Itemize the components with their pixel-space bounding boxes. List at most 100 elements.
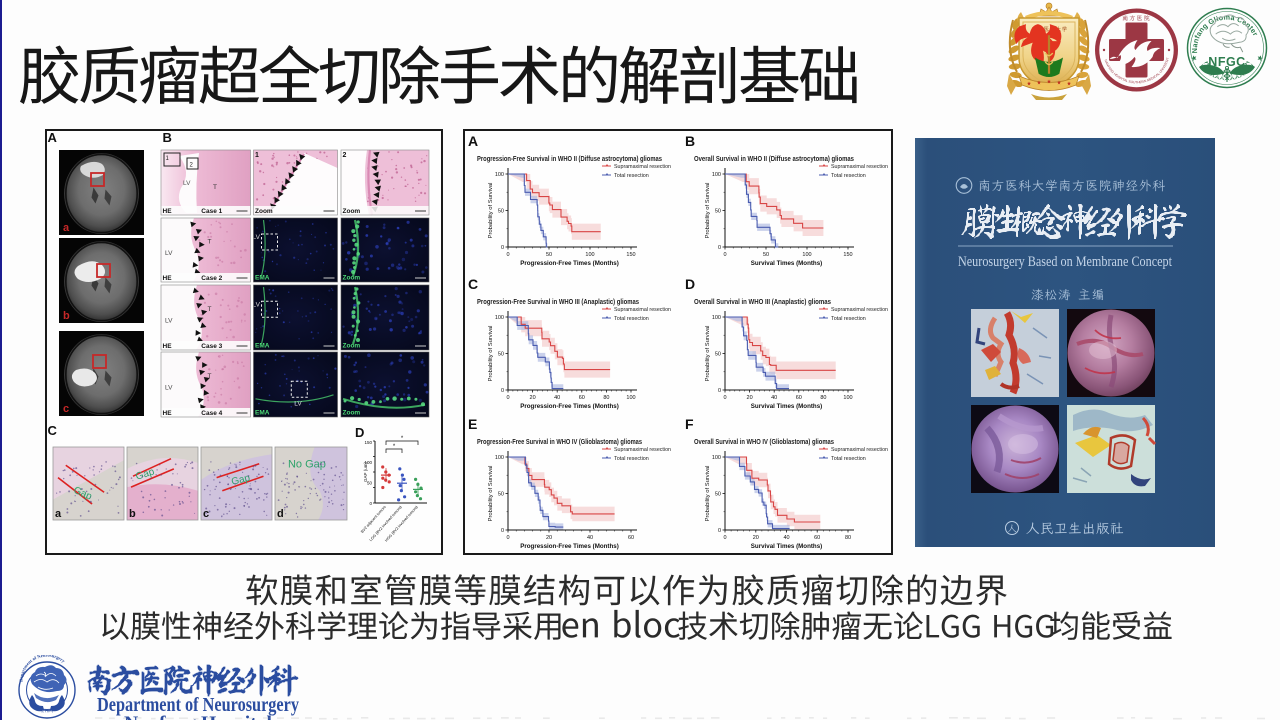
svg-text:50: 50 [715,352,721,358]
svg-text:Supramaximal resection: Supramaximal resection [614,447,671,453]
svg-text:50: 50 [715,492,721,498]
svg-text:Progression-Free Survival in W: Progression-Free Survival in WHO III (An… [477,297,639,306]
svg-text:Supramaximal resection: Supramaximal resection [831,164,888,170]
svg-text:T: T [213,184,217,191]
svg-text:No Gap: No Gap [288,458,326,470]
svg-text:40: 40 [587,535,593,541]
svg-text:Supramaximal resection: Supramaximal resection [614,164,671,170]
svg-text:LV: LV [183,180,191,187]
svg-text:50: 50 [498,209,504,215]
svg-text:50: 50 [367,481,373,486]
svg-text:T: T [208,239,212,246]
svg-text:100: 100 [626,395,635,401]
svg-text:Zoom: Zoom [343,410,361,417]
svg-text:2: 2 [190,163,194,169]
svg-text:Nanfang Hospital: Nanfang Hospital [124,713,272,720]
svg-text:60: 60 [814,535,820,541]
svg-text:80: 80 [603,395,609,401]
svg-text:100: 100 [712,172,721,178]
svg-text:Probability of Survival: Probability of Survival [705,183,711,239]
svg-text:b: b [129,508,136,520]
svg-text:0: 0 [718,528,721,534]
svg-text:100: 100 [364,460,372,465]
svg-text:Progression-Free Survival in W: Progression-Free Survival in WHO IV (Gli… [477,437,642,446]
svg-text:Total resection: Total resection [614,456,649,462]
svg-text:100: 100 [843,395,852,401]
svg-text:Neurosurgery Based on Membrane: Neurosurgery Based on Membrane Concept [958,254,1172,270]
svg-text:LV: LV [253,301,261,308]
svg-text:0: 0 [718,245,721,251]
svg-text:0: 0 [506,395,509,401]
svg-text:Probability of Survival: Probability of Survival [705,466,711,522]
svg-text:a: a [55,508,62,520]
svg-text:0: 0 [723,395,726,401]
svg-text:GAP (um): GAP (um) [363,462,368,482]
svg-text:LV: LV [294,400,302,407]
svg-text:Progression-Free Times (Months: Progression-Free Times (Months) [520,403,619,410]
svg-text:100: 100 [495,172,504,178]
svg-text:Zoom: Zoom [343,208,361,215]
svg-text:0: 0 [723,535,726,541]
svg-text:A: A [48,130,58,145]
svg-text:D: D [355,425,364,440]
svg-text:EMA: EMA [255,410,270,417]
svg-text:0: 0 [501,528,504,534]
svg-text:E: E [468,416,477,432]
svg-text:T: T [208,306,212,313]
svg-text:HE: HE [163,275,173,282]
svg-text:Survival Times (Months): Survival Times (Months) [751,403,822,410]
svg-text:*: * [393,444,396,450]
svg-text:40: 40 [783,535,789,541]
svg-text:60: 60 [796,395,802,401]
svg-text:Progression-Free Times (Months: Progression-Free Times (Months) [520,543,619,550]
svg-text:0: 0 [718,388,721,394]
svg-text:Department of Neurosurgery: Department of Neurosurgery [97,694,299,716]
svg-text:Progression-Free Survival in W: Progression-Free Survival in WHO II (Dif… [477,154,662,163]
svg-text:Survival Times (Months): Survival Times (Months) [751,260,822,267]
svg-text:2: 2 [343,152,347,159]
svg-text:0: 0 [501,388,504,394]
svg-text:100: 100 [802,252,811,258]
svg-text:50: 50 [715,209,721,215]
svg-text:150: 150 [843,252,852,258]
svg-text:C: C [48,423,58,438]
svg-text:Total resection: Total resection [831,316,866,322]
svg-text:Probability of Survival: Probability of Survival [488,326,494,382]
svg-text:LV: LV [165,385,173,392]
svg-text:EMA: EMA [255,275,270,282]
svg-text:Total resection: Total resection [831,456,866,462]
svg-text:*: * [401,436,404,442]
svg-text:c: c [63,403,69,415]
svg-text:Zoom: Zoom [343,275,361,282]
svg-text:Probability of Survival: Probability of Survival [488,183,494,239]
svg-text:B: B [163,130,172,145]
svg-text:50: 50 [546,252,552,258]
svg-text:Overall Survival in WHO III (A: Overall Survival in WHO III (Anaplastic)… [694,297,831,306]
svg-text:c: c [203,508,209,520]
svg-text:50: 50 [498,352,504,358]
svg-text:LV: LV [165,318,173,325]
svg-text:NFGC: NFGC [1208,55,1245,69]
svg-text:1: 1 [166,156,170,162]
svg-text:Case 4: Case 4 [201,410,222,417]
svg-text:Total resection: Total resection [614,316,649,322]
svg-text:Case 2: Case 2 [201,275,222,282]
svg-text:Zoom: Zoom [255,208,273,215]
svg-text:20: 20 [530,395,536,401]
svg-text:F: F [685,416,694,432]
svg-text:0: 0 [369,501,372,506]
svg-text:B: B [685,133,695,149]
svg-text:Probability of Survival: Probability of Survival [488,466,494,522]
svg-text:20: 20 [747,395,753,401]
svg-text:20: 20 [753,535,759,541]
svg-text:50: 50 [763,252,769,258]
svg-text:HE: HE [163,410,173,417]
svg-text:Total resection: Total resection [831,173,866,179]
svg-text:Total resection: Total resection [614,173,649,179]
svg-text:100: 100 [495,315,504,321]
svg-text:LV: LV [165,250,173,257]
svg-text:Zoom: Zoom [343,343,361,350]
svg-text:50: 50 [498,492,504,498]
svg-text:d: d [277,508,284,520]
svg-text:100: 100 [495,455,504,461]
